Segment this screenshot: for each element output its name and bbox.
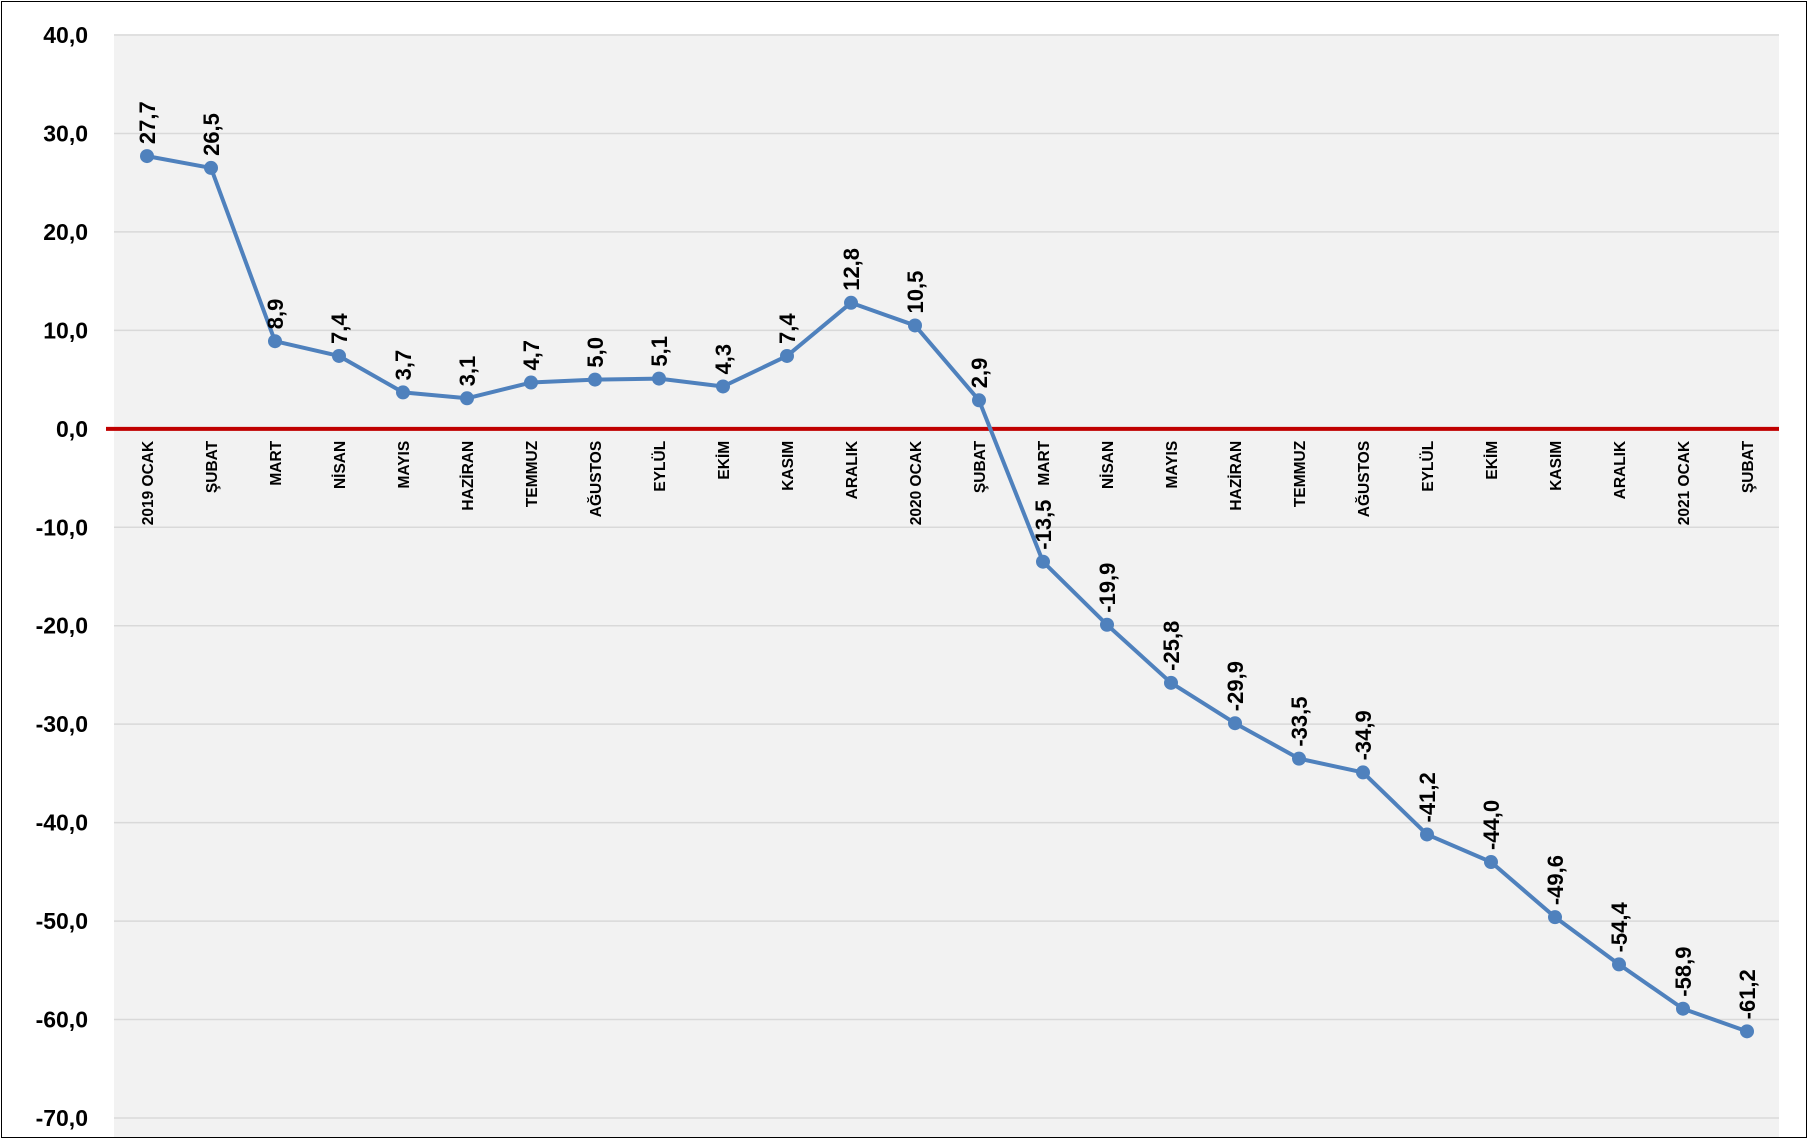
data-label: -13,5	[1031, 500, 1056, 550]
x-category-label: ARALIK	[844, 440, 861, 499]
x-category-label: ŞUBAT	[1740, 440, 1757, 493]
x-category-label: MAYIS	[1164, 441, 1181, 489]
data-point	[396, 385, 410, 399]
data-label: -49,6	[1543, 855, 1568, 905]
x-category-label: MAYIS	[396, 441, 413, 489]
x-category-label: 2019 OCAK	[140, 440, 157, 525]
data-point	[1740, 1024, 1754, 1038]
data-point	[1420, 827, 1434, 841]
data-label: 3,7	[391, 350, 416, 381]
data-point	[908, 318, 922, 332]
data-point	[1356, 765, 1370, 779]
data-point	[780, 349, 794, 363]
data-label: 4,7	[519, 340, 544, 371]
data-label: 3,1	[455, 356, 480, 387]
data-label: -58,9	[1671, 947, 1696, 997]
data-label: 12,8	[839, 248, 864, 291]
data-label: 27,7	[135, 101, 160, 144]
x-category-label: ŞUBAT	[204, 440, 221, 493]
data-point	[268, 334, 282, 348]
y-tick-label: 20,0	[43, 219, 88, 245]
y-tick-label: -30,0	[36, 711, 88, 737]
data-point	[140, 149, 154, 163]
x-category-label: AĞUSTOS	[587, 441, 605, 517]
data-label: -34,9	[1351, 710, 1376, 760]
x-category-label: NİSAN	[332, 441, 349, 489]
data-point	[524, 376, 538, 390]
data-label: -29,9	[1223, 661, 1248, 711]
data-label: 7,4	[327, 313, 352, 344]
data-point	[1292, 752, 1306, 766]
x-category-label: EYLÜL	[652, 441, 669, 492]
x-category-label: HAZİRAN	[1228, 441, 1245, 511]
x-category-label: HAZİRAN	[460, 441, 477, 511]
data-label: 4,3	[711, 344, 736, 375]
data-label: 5,0	[583, 337, 608, 368]
data-label: -25,8	[1159, 621, 1184, 671]
data-point	[716, 379, 730, 393]
x-category-label: AĞUSTOS	[1355, 441, 1373, 517]
y-tick-label: -50,0	[36, 908, 88, 934]
x-category-label: ARALIK	[1612, 440, 1629, 499]
y-tick-label: 0,0	[56, 416, 88, 442]
data-point	[652, 372, 666, 386]
y-tick-label: -60,0	[36, 1007, 88, 1033]
y-tick-label: -10,0	[36, 514, 88, 540]
plot-background	[114, 34, 1779, 1137]
data-point	[1676, 1002, 1690, 1016]
data-label: 7,4	[775, 313, 800, 344]
data-point	[844, 296, 858, 310]
y-tick-label: -20,0	[36, 613, 88, 639]
x-category-label: MART	[1036, 440, 1053, 485]
x-category-label: MART	[268, 440, 285, 485]
data-point	[1100, 618, 1114, 632]
x-category-label: TEMMUZ	[1292, 440, 1309, 507]
data-label: -41,2	[1415, 772, 1440, 822]
x-category-label: EYLÜL	[1420, 441, 1437, 492]
data-point	[1228, 716, 1242, 730]
data-point	[460, 391, 474, 405]
data-point	[332, 349, 346, 363]
x-category-label: NİSAN	[1100, 441, 1117, 489]
data-point	[588, 373, 602, 387]
data-point	[1164, 676, 1178, 690]
x-category-label: KASIM	[780, 441, 797, 491]
data-label: 26,5	[199, 113, 224, 156]
data-label: 2,9	[967, 358, 992, 389]
x-category-label: ŞUBAT	[972, 440, 989, 493]
y-tick-label: 40,0	[43, 22, 88, 48]
data-point	[1548, 910, 1562, 924]
x-category-label: EKİM	[1484, 441, 1501, 480]
data-point	[972, 393, 986, 407]
data-point	[1484, 855, 1498, 869]
data-label: -33,5	[1287, 696, 1312, 746]
y-axis-tick-labels: 40,0 30,0 20,0 10,0 0,0 -10,0 -20,0 -30,0 -40,0 -…	[36, 22, 88, 1131]
data-point	[204, 161, 218, 175]
x-category-label: 2020 OCAK	[908, 440, 925, 525]
data-label: -44,0	[1479, 800, 1504, 850]
y-tick-label: 30,0	[43, 120, 88, 146]
y-tick-label: -40,0	[36, 810, 88, 836]
x-category-label: EKİM	[716, 441, 733, 480]
data-label: -54,4	[1607, 902, 1632, 953]
data-label: -61,2	[1735, 969, 1760, 1019]
data-label: 8,9	[263, 299, 288, 330]
data-label: 10,5	[903, 271, 928, 314]
data-point	[1036, 555, 1050, 569]
y-tick-label: -70,0	[36, 1105, 88, 1131]
x-category-label: KASIM	[1548, 441, 1565, 491]
x-category-label: TEMMUZ	[524, 440, 541, 507]
x-category-label: 2021 OCAK	[1676, 440, 1693, 525]
data-label: 5,1	[647, 336, 672, 367]
y-tick-label: 10,0	[43, 317, 88, 343]
data-label: -19,9	[1095, 563, 1120, 613]
data-point	[1612, 957, 1626, 971]
